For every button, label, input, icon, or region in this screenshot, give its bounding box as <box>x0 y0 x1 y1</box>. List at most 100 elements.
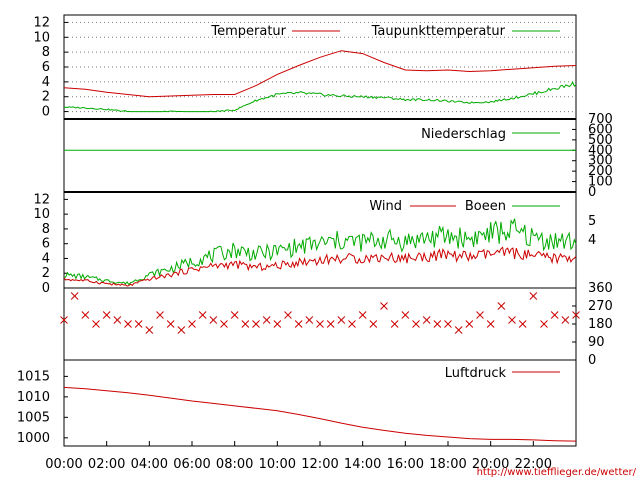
y-tick-label: 270 <box>588 299 613 314</box>
y-tick-label: 90 <box>588 335 605 350</box>
direction-marker <box>444 320 452 328</box>
y-tick-label: 0 <box>588 185 596 200</box>
legend-temperature-label: Temperatur <box>210 24 286 39</box>
direction-marker <box>422 316 431 324</box>
y-tick-label: 2 <box>42 90 50 105</box>
direction-marker <box>550 311 559 319</box>
legend-gusts-label: Boeen <box>465 199 506 214</box>
y-tick-label: 600 <box>588 122 613 137</box>
direction-marker <box>561 316 570 324</box>
legend-pressure-label: Luftdruck <box>445 366 507 381</box>
direction-marker <box>102 311 111 319</box>
direction-marker <box>390 320 399 328</box>
legend-wind-label: Wind <box>369 199 402 214</box>
y-tick-label: 10 <box>33 30 50 45</box>
y-tick-label: 4 <box>42 251 50 266</box>
temperature-line <box>63 50 577 98</box>
direction-marker <box>316 320 324 328</box>
x-tick-label: 08:00 <box>216 457 253 472</box>
direction-marker <box>284 311 292 319</box>
x-tick-label: 18:00 <box>429 457 466 472</box>
direction-marker <box>465 320 474 328</box>
direction-marker <box>454 326 463 334</box>
y-tick-label: 300 <box>588 154 613 169</box>
y-tick-label: 1010 <box>17 390 50 405</box>
direction-marker <box>326 320 335 328</box>
direction-marker <box>70 292 79 300</box>
direction-marker <box>476 311 484 319</box>
direction-marker <box>540 320 548 328</box>
y2-tick-label: 5 <box>588 214 596 229</box>
direction-marker <box>358 311 367 319</box>
x-tick-label: 22:00 <box>515 457 552 472</box>
direction-marker <box>177 326 186 334</box>
direction-marker <box>252 320 260 328</box>
x-tick-label: 06:00 <box>173 457 210 472</box>
direction-marker <box>113 316 122 324</box>
pressure-line <box>63 386 577 442</box>
data-series <box>60 50 580 442</box>
direction-marker <box>92 320 100 328</box>
x-tick-label: 14:00 <box>344 457 381 472</box>
direction-marker <box>305 316 314 324</box>
direction-marker <box>241 320 250 328</box>
y-tick-label: 360 <box>588 281 613 296</box>
direction-marker <box>294 320 303 328</box>
legend-precipitation-label: Niederschlag <box>421 127 506 142</box>
y-tick-label: 8 <box>42 45 50 60</box>
y-tick-label: 4 <box>42 75 50 90</box>
direction-marker <box>81 311 90 319</box>
y-tick-label: 12 <box>33 192 50 207</box>
direction-marker <box>188 320 196 328</box>
x-tick-label: 12:00 <box>301 457 338 472</box>
y-tick-label: 6 <box>42 237 50 252</box>
y-tick-label: 180 <box>588 317 613 332</box>
x-tick-label: 20:00 <box>472 457 509 472</box>
direction-marker <box>156 311 164 319</box>
direction-marker <box>486 320 495 328</box>
direction-marker <box>230 311 239 319</box>
direction-marker <box>401 311 410 319</box>
direction-marker <box>572 311 580 319</box>
direction-marker <box>145 326 154 334</box>
y-tick-label: 0 <box>42 281 50 296</box>
axis-ticks <box>63 21 576 446</box>
y-tick-label: 500 <box>588 133 613 148</box>
direction-marker <box>433 320 442 328</box>
direction-marker <box>262 316 271 324</box>
direction-marker <box>348 320 356 328</box>
direction-marker <box>220 320 228 328</box>
x-tick-label: 04:00 <box>131 457 168 472</box>
direction-marker <box>369 320 378 328</box>
y-tick-label: 0 <box>42 105 50 120</box>
direction-marker <box>124 320 132 328</box>
wind-line <box>63 246 577 287</box>
direction-marker <box>508 316 516 324</box>
direction-marker <box>134 320 143 328</box>
direction-marker <box>529 292 538 300</box>
direction-marker <box>198 311 207 319</box>
direction-marker <box>497 302 506 310</box>
y-tick-label: 700 <box>588 112 613 127</box>
x-tick-label: 16:00 <box>387 457 424 472</box>
direction-marker <box>337 316 346 324</box>
x-tick-label: 10:00 <box>259 457 296 472</box>
legend-dewpoint-label: Taupunkttemperatur <box>371 24 506 39</box>
y-tick-label: 200 <box>588 164 613 179</box>
source-credit: http://www.tiefflieger.de/wetter/ <box>477 467 637 478</box>
temperature-gridlines <box>64 21 576 113</box>
y-tick-label: 10 <box>33 207 50 222</box>
y-tick-label: 0 <box>588 353 596 368</box>
y-tick-label: 6 <box>42 60 50 75</box>
direction-marker <box>518 320 527 328</box>
direction-marker <box>380 302 388 310</box>
y-tick-label: 1000 <box>17 431 50 446</box>
y-tick-label: 2 <box>42 266 50 281</box>
direction-marker <box>273 320 282 328</box>
direction-marker <box>209 316 218 324</box>
axis-tick-labels: 0246810120100200300400500600700024681012… <box>17 15 613 472</box>
y-tick-label: 12 <box>33 15 50 30</box>
y2-tick-label: 4 <box>588 233 596 248</box>
